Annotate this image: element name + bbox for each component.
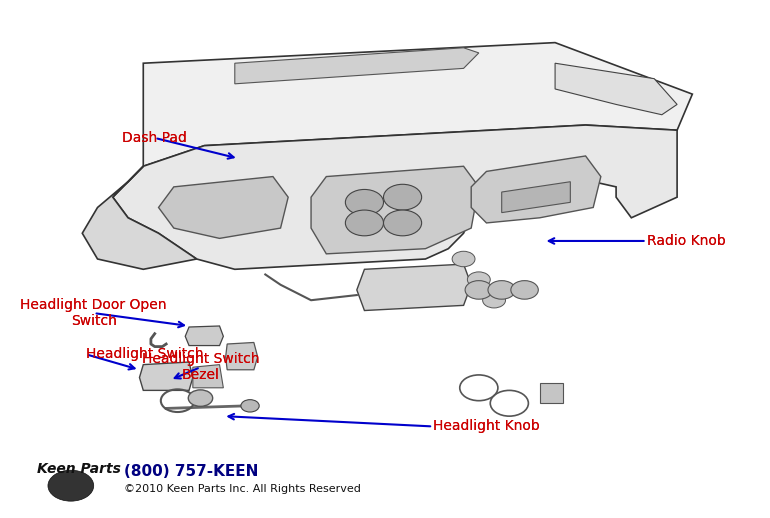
Polygon shape	[357, 264, 471, 310]
Circle shape	[346, 190, 383, 215]
Text: Radio Knob: Radio Knob	[647, 234, 725, 248]
Polygon shape	[235, 48, 479, 84]
Text: Headlight Knob: Headlight Knob	[433, 420, 540, 434]
Circle shape	[383, 184, 422, 210]
Circle shape	[483, 293, 506, 308]
Text: Headlight Switch
Bezel: Headlight Switch Bezel	[142, 352, 259, 382]
Text: (800) 757-KEEN: (800) 757-KEEN	[124, 465, 259, 480]
Text: Headlight Switch: Headlight Switch	[86, 347, 203, 362]
Text: Headlight Door Open
Switch: Headlight Door Open Switch	[21, 298, 167, 328]
Text: Dash Pad: Dash Pad	[122, 131, 187, 145]
Text: Dash Pad: Dash Pad	[122, 131, 187, 145]
Polygon shape	[143, 42, 692, 166]
Circle shape	[189, 390, 213, 406]
Polygon shape	[139, 362, 192, 391]
Polygon shape	[112, 125, 677, 269]
Circle shape	[511, 281, 538, 299]
Polygon shape	[159, 177, 288, 238]
Text: Headlight Door Open
Switch: Headlight Door Open Switch	[21, 298, 167, 328]
Text: ©2010 Keen Parts Inc. All Rights Reserved: ©2010 Keen Parts Inc. All Rights Reserve…	[124, 484, 361, 494]
Polygon shape	[555, 63, 677, 115]
Polygon shape	[186, 326, 223, 346]
Polygon shape	[192, 365, 223, 388]
Text: Headlight Switch: Headlight Switch	[86, 347, 203, 362]
Text: Headlight Knob: Headlight Knob	[433, 420, 540, 434]
Circle shape	[465, 281, 493, 299]
Polygon shape	[540, 383, 563, 403]
Circle shape	[48, 470, 94, 501]
Circle shape	[488, 281, 515, 299]
Text: Headlight Switch
Bezel: Headlight Switch Bezel	[142, 352, 259, 382]
Text: Radio Knob: Radio Knob	[647, 234, 725, 248]
Circle shape	[346, 210, 383, 236]
Polygon shape	[311, 166, 479, 254]
Circle shape	[452, 251, 475, 267]
Circle shape	[383, 210, 422, 236]
Polygon shape	[226, 342, 258, 370]
Polygon shape	[471, 156, 601, 223]
Text: Keen Parts: Keen Parts	[36, 462, 120, 476]
Polygon shape	[82, 166, 196, 269]
Circle shape	[467, 272, 490, 287]
Circle shape	[241, 400, 259, 412]
Polygon shape	[502, 182, 571, 212]
